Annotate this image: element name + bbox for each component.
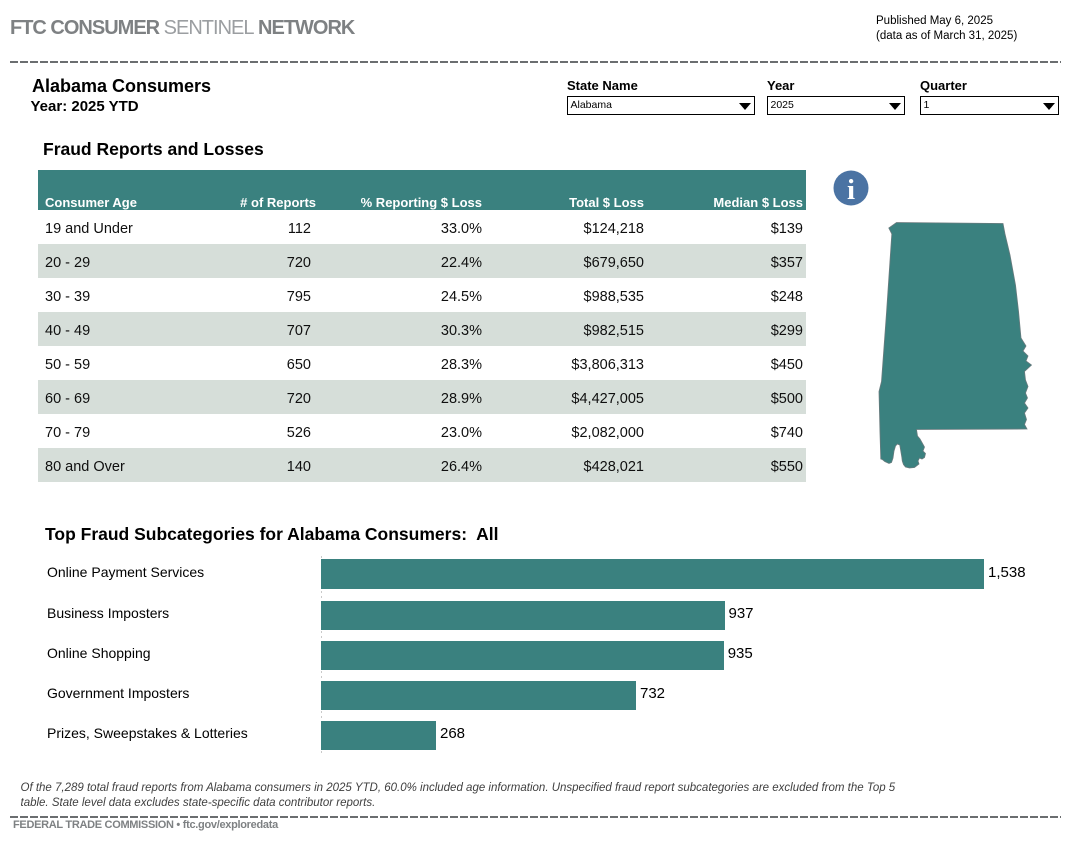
svg-text:i: i — [847, 174, 855, 206]
